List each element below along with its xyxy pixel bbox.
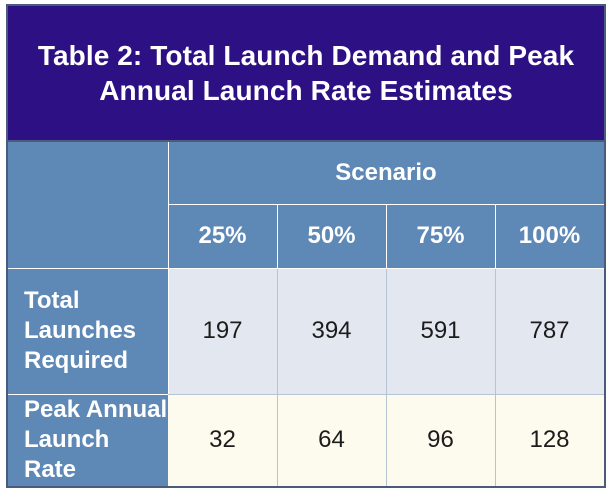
row-header-peak-annual-rate: Peak Annual Launch Rate (8, 394, 168, 486)
grid-line (277, 269, 278, 486)
column-header-50: 50% (277, 204, 386, 268)
table-cell: 394 (277, 268, 386, 394)
table-cell: 591 (386, 268, 495, 394)
table-cell: 128 (495, 394, 604, 486)
table-cell: 787 (495, 268, 604, 394)
column-header-75: 75% (386, 204, 495, 268)
grid-line (495, 204, 496, 268)
grid-line (495, 269, 496, 486)
table-cell: 96 (386, 394, 495, 486)
row-header-total-launches-label: Total Launches Required (24, 287, 137, 374)
grid-line (8, 268, 604, 269)
grid-line (168, 394, 604, 395)
column-header-100: 100% (495, 204, 604, 268)
grid-line (386, 204, 387, 268)
grid-line (8, 394, 168, 395)
scenario-group-header: Scenario (168, 142, 604, 204)
data-table: Table 2: Total Launch Demand and Peak An… (6, 4, 606, 488)
table-cell: 32 (168, 394, 277, 486)
table-title-line-2: Annual Launch Rate Estimates (99, 75, 513, 106)
column-header-25: 25% (168, 204, 277, 268)
grid-line (277, 204, 278, 268)
grid-line (386, 269, 387, 486)
corner-header-cell (8, 142, 168, 268)
table-title-line-1: Table 2: Total Launch Demand and Peak (37, 40, 575, 71)
table-cell: 197 (168, 268, 277, 394)
table-cell: 64 (277, 394, 386, 486)
row-header-peak-annual-rate-label: Peak Annual Launch Rate (24, 396, 168, 483)
row-header-total-launches: Total Launches Required (8, 268, 168, 394)
table-title-bar: Table 2: Total Launch Demand and Peak An… (8, 6, 604, 142)
